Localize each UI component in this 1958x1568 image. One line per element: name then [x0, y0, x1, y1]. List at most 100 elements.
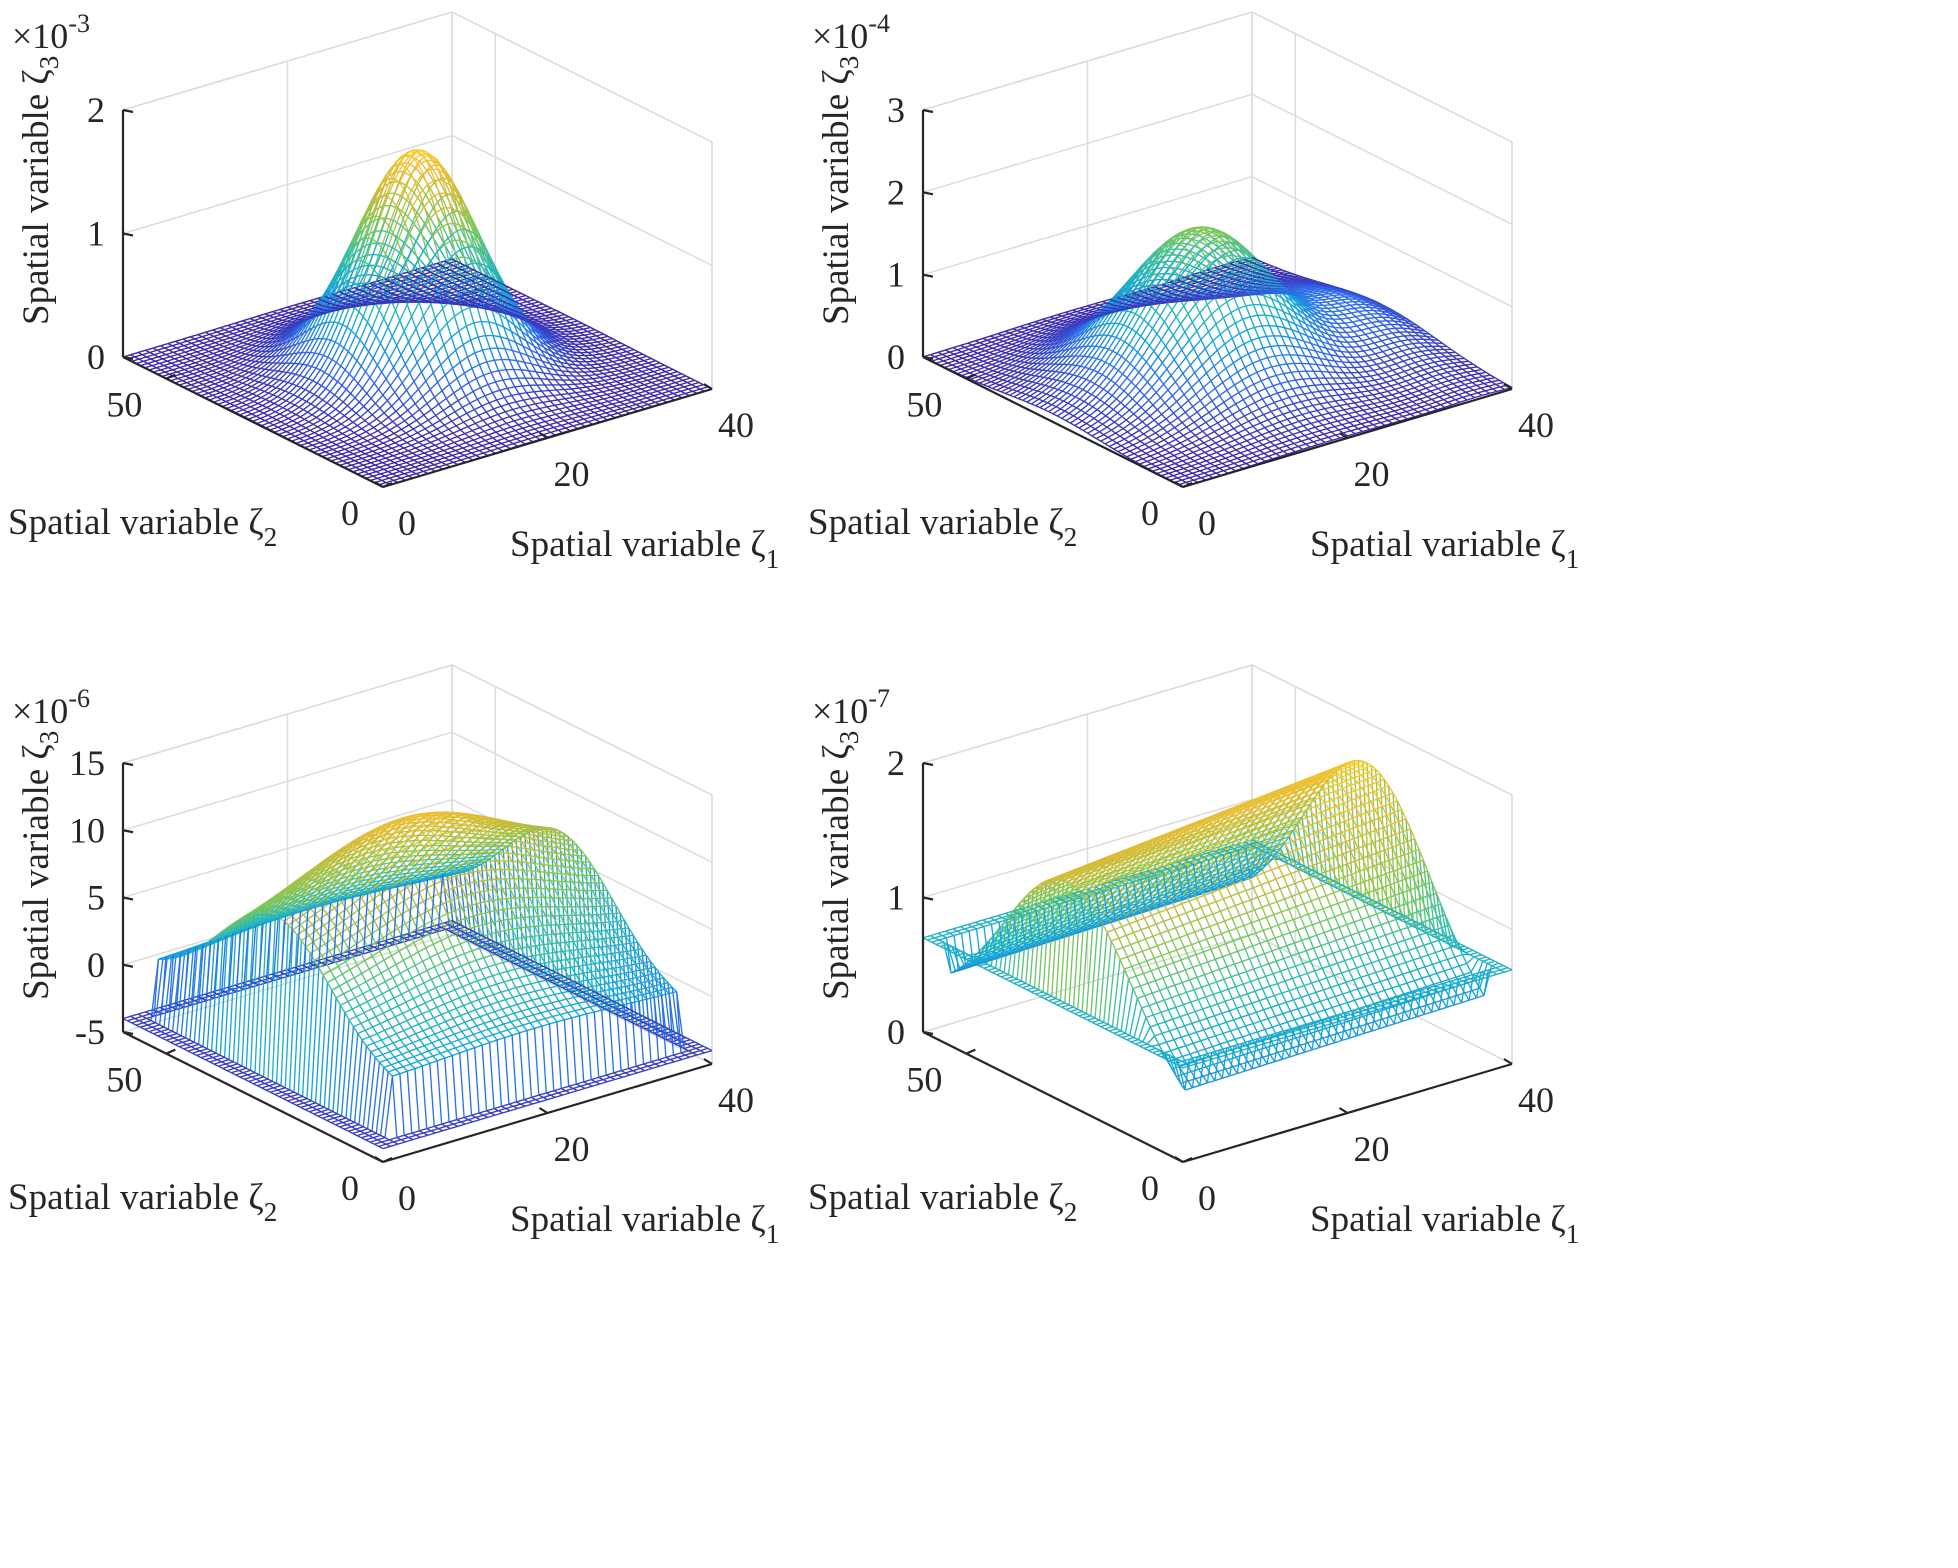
mesh-segment — [544, 418, 553, 423]
mesh-segment — [543, 431, 551, 436]
mesh-segment — [358, 392, 368, 403]
mesh-segment — [451, 368, 458, 379]
mesh-segment — [289, 396, 299, 404]
mesh-segment — [470, 414, 479, 420]
mesh-segment — [311, 414, 317, 418]
mesh-segment — [348, 412, 357, 420]
mesh-segment — [197, 331, 206, 336]
mesh-segment — [161, 349, 170, 354]
mesh-segment — [326, 394, 335, 404]
mesh-segment — [309, 426, 318, 431]
mesh-segment — [631, 357, 640, 362]
mesh-segment — [509, 378, 516, 388]
mesh-segment — [465, 390, 474, 397]
mesh-segment — [453, 459, 462, 463]
mesh-segment — [317, 388, 327, 398]
mesh-segment — [255, 415, 261, 420]
mesh-segment — [231, 387, 240, 393]
mesh-segment — [497, 370, 504, 381]
mesh-segment — [418, 250, 424, 259]
mesh-segment — [252, 327, 261, 331]
mesh-segment — [280, 353, 290, 364]
mesh-segment — [206, 338, 212, 342]
mesh-segment — [316, 372, 326, 384]
mesh-segment — [616, 379, 624, 383]
mesh-segment — [574, 383, 580, 389]
mesh-segment — [258, 376, 267, 383]
mesh-segment — [304, 414, 313, 420]
mesh-segment — [525, 419, 534, 424]
mesh-segment — [363, 462, 371, 466]
mesh-segment — [201, 333, 210, 338]
mesh-segment — [572, 395, 581, 399]
mesh-segment — [398, 461, 407, 466]
mesh-segment — [617, 387, 623, 392]
mesh-segment — [491, 425, 500, 430]
mesh-segment — [348, 418, 354, 423]
mesh-segment — [298, 363, 304, 365]
mesh-segment — [374, 433, 383, 439]
mesh-segment — [524, 411, 530, 417]
mesh-segment — [495, 431, 501, 436]
mesh-segment — [152, 345, 161, 349]
mesh-segment — [205, 355, 211, 359]
mesh-segment — [610, 346, 619, 350]
mesh-segment — [225, 355, 234, 360]
mesh-segment — [149, 349, 158, 354]
mesh-segment — [492, 408, 499, 415]
mesh-segment — [586, 344, 595, 348]
mesh-segment — [357, 371, 367, 384]
mesh-segment — [251, 361, 260, 368]
mesh-segment — [599, 395, 605, 400]
mesh-segment — [251, 410, 260, 415]
mesh-segment — [264, 341, 273, 348]
mesh-segment — [542, 360, 551, 365]
mesh-segment — [581, 401, 589, 405]
mesh-segment — [186, 340, 192, 344]
mesh-segment — [477, 439, 486, 444]
mesh-segment — [184, 366, 193, 371]
mesh-segment — [418, 302, 425, 317]
mesh-segment — [417, 459, 426, 464]
mesh-segment — [380, 225, 390, 248]
mesh-segment — [606, 392, 615, 396]
mesh-segment — [208, 348, 217, 353]
mesh-segment — [520, 438, 529, 443]
mesh-segment — [266, 376, 271, 379]
mesh-segment — [192, 373, 198, 377]
mesh-segment — [461, 439, 467, 444]
mesh-segment — [298, 352, 307, 365]
mesh-segment — [397, 374, 403, 384]
mesh-segment — [328, 362, 337, 376]
mesh-segment — [604, 378, 613, 382]
mesh-segment — [445, 302, 450, 305]
mesh-segment — [220, 324, 228, 329]
mesh-segment — [250, 402, 259, 408]
mesh-segment — [312, 441, 321, 446]
mesh-segment — [463, 372, 470, 384]
mesh-segment — [522, 296, 531, 301]
mesh-segment — [491, 392, 498, 401]
mesh-segment — [445, 435, 451, 441]
mesh-segment — [267, 411, 276, 416]
mesh-segment — [318, 353, 324, 356]
mesh-segment — [310, 351, 315, 354]
mesh-segment — [644, 364, 653, 368]
mesh-segment — [584, 378, 591, 384]
mesh-segment — [318, 434, 324, 439]
mesh-segment — [415, 470, 424, 475]
mesh-segment — [480, 321, 487, 336]
mesh-segment — [376, 418, 382, 424]
mesh-segment — [396, 447, 405, 452]
mesh-segment — [245, 337, 251, 341]
mesh-segment — [509, 416, 515, 422]
mesh-segment — [554, 403, 563, 406]
mesh-segment — [460, 382, 470, 389]
mesh-segment — [511, 393, 520, 397]
mesh-segment — [229, 400, 238, 405]
mesh-segment — [499, 387, 508, 391]
mesh-segment — [313, 385, 323, 395]
mesh-segment — [474, 349, 483, 354]
mesh-segment — [479, 361, 488, 366]
mesh-segment — [507, 403, 514, 410]
